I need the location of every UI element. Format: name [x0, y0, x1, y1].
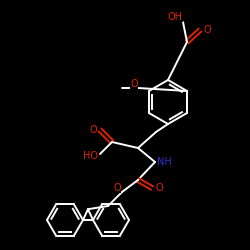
- Text: O: O: [130, 79, 138, 89]
- Text: NH: NH: [156, 157, 172, 167]
- Text: HO: HO: [82, 151, 98, 161]
- Text: O: O: [155, 183, 163, 193]
- Text: O: O: [203, 25, 211, 35]
- Text: O: O: [113, 183, 121, 193]
- Text: O: O: [89, 125, 97, 135]
- Text: OH: OH: [168, 12, 182, 22]
